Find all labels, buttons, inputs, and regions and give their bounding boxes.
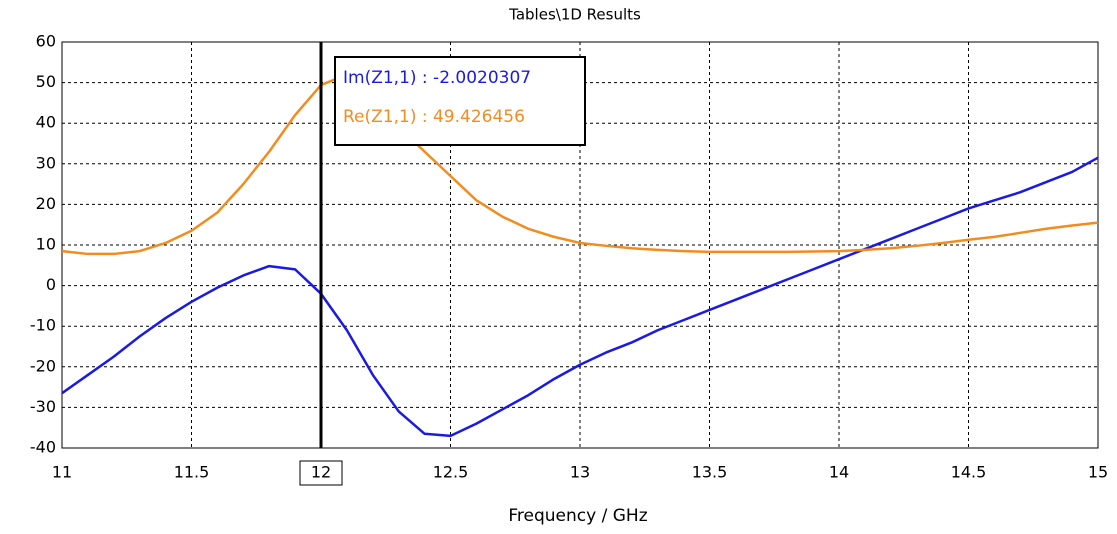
y-tick-label: 10 (36, 235, 56, 254)
y-tick-label: -20 (30, 356, 56, 375)
series-line (61, 156, 1099, 438)
readout-text: Im(Z1,1) : -2.0020307 (343, 68, 531, 88)
chart-title: Tables\1D Results (508, 6, 641, 24)
x-tick-label: 14.5 (951, 463, 987, 482)
y-tick-label: -10 (30, 316, 56, 335)
plot-frame (61, 41, 1099, 449)
x-tick-label: 12.5 (433, 463, 469, 482)
y-tick-label: 20 (36, 194, 56, 213)
readout-box (334, 56, 586, 146)
y-tick-label: -30 (30, 397, 56, 416)
y-tick-label: 0 (46, 275, 56, 294)
y-tick-label: 40 (36, 113, 56, 132)
x-tick-label: 13 (570, 463, 590, 482)
y-tick-label: -40 (30, 438, 56, 457)
x-tick-label: 11.5 (174, 463, 210, 482)
x-tick-label: 11 (52, 463, 72, 482)
readout-text: Re(Z1,1) : 49.426456 (343, 107, 525, 127)
x-tick-label: 12 (311, 463, 331, 482)
y-tick-label: 50 (36, 72, 56, 91)
x-tick-label: 15 (1088, 463, 1108, 482)
marker-label-box (299, 460, 343, 486)
y-tick-label: 30 (36, 153, 56, 172)
x-tick-label: 13.5 (692, 463, 728, 482)
x-tick-label: 14 (829, 463, 849, 482)
y-tick-label: 60 (36, 32, 56, 51)
x-axis-label: Frequency / GHz (508, 506, 647, 526)
series-line (61, 73, 1099, 256)
